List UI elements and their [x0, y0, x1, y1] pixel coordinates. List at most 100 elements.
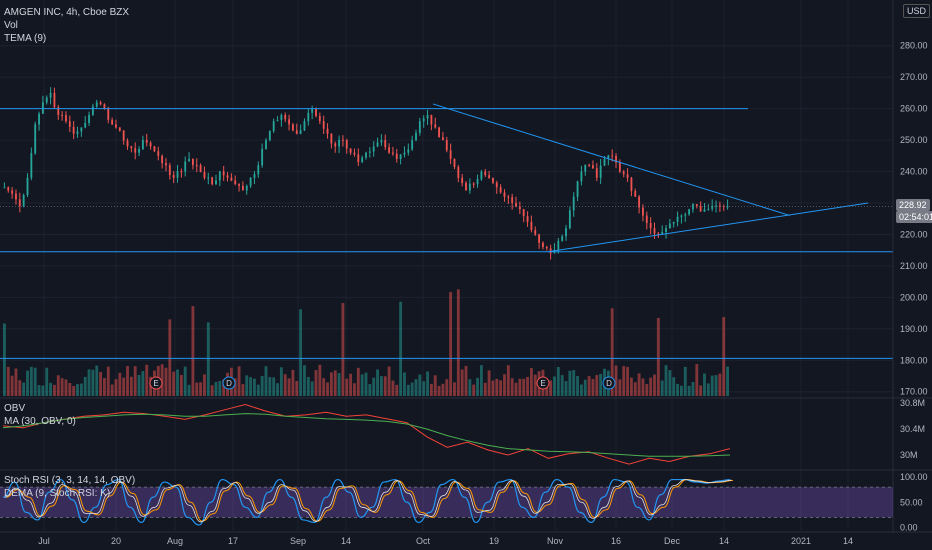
volume-bar — [526, 376, 529, 396]
candle-body — [311, 108, 314, 113]
candle-body — [699, 206, 702, 212]
volume-bar — [464, 365, 468, 396]
candle-body — [495, 182, 498, 188]
volume-bar — [287, 378, 291, 396]
candle-body — [253, 174, 256, 178]
candle-body — [422, 118, 425, 122]
volume-bar — [3, 323, 6, 396]
candle-body — [141, 140, 144, 150]
volume-bar — [641, 378, 645, 396]
candle-body — [218, 171, 221, 181]
volume-bar — [191, 306, 195, 396]
volume-bar — [468, 379, 472, 396]
volume-bar — [168, 319, 172, 396]
candle-body — [388, 147, 391, 153]
candle-body — [30, 153, 33, 178]
candle-body — [453, 158, 456, 167]
candle-body — [468, 183, 471, 191]
trend-line — [432, 103, 791, 217]
volume-bar — [37, 385, 41, 396]
volume-bar — [560, 375, 564, 396]
candle-body — [592, 165, 594, 169]
volume-bar — [314, 370, 318, 396]
candle-body — [241, 185, 244, 191]
volume-bar — [403, 372, 406, 396]
volume-bar — [276, 383, 279, 396]
candle-body — [657, 233, 660, 235]
volume-bar — [329, 372, 333, 396]
volume-bar — [726, 366, 729, 396]
volume-bar — [79, 383, 83, 396]
candle-body — [392, 152, 394, 154]
volume-bar — [460, 369, 464, 396]
candle-body — [249, 177, 252, 186]
volume-bar — [456, 289, 460, 396]
volume-bar — [53, 384, 56, 396]
volume-bar — [553, 376, 556, 396]
volume-bar — [506, 365, 510, 396]
volume-bar — [18, 380, 22, 396]
candle-body — [703, 209, 706, 212]
candle-body — [72, 126, 75, 134]
volume-bar — [68, 382, 72, 396]
candle-body — [626, 174, 629, 178]
candle-body — [215, 180, 217, 185]
candle-body — [326, 128, 329, 134]
volume-bar — [283, 374, 287, 396]
volume-bar — [60, 378, 64, 396]
volume-bar — [376, 369, 379, 396]
candle-body — [676, 216, 679, 222]
volume-bar — [379, 376, 383, 396]
x-tick-label: Sep — [290, 536, 306, 546]
candle-body — [145, 140, 148, 143]
volume-bar — [383, 376, 387, 396]
volume-bar — [179, 374, 183, 396]
volume-bar — [610, 308, 614, 396]
candle-body — [99, 102, 102, 105]
volume-bar — [49, 382, 53, 396]
volume-bar — [360, 374, 364, 396]
candle-body — [168, 165, 171, 176]
candle-body — [361, 157, 364, 163]
candle-body — [645, 215, 648, 223]
volume-bar — [676, 383, 679, 396]
candle-body — [526, 216, 529, 222]
volume-bar — [206, 322, 210, 396]
y-tick-label: 280.00 — [900, 41, 928, 51]
candle-body — [115, 124, 117, 128]
candle-body — [611, 155, 614, 157]
volume-bar — [10, 375, 14, 396]
volume-bar — [341, 302, 345, 396]
volume-bar — [637, 373, 641, 396]
volume-bar — [349, 373, 353, 396]
candle-body — [530, 221, 533, 231]
candle-body — [695, 204, 698, 207]
obv-ma-label: MA (30, OBV, 0) — [4, 416, 76, 427]
volume-bar — [395, 384, 399, 396]
candle-body — [476, 179, 479, 185]
event-marker — [149, 376, 163, 390]
volume-bar — [114, 379, 118, 396]
volume-bar — [6, 366, 10, 396]
candle-body — [15, 193, 17, 200]
volume-bar — [510, 378, 514, 396]
x-tick-label: Dec — [664, 536, 681, 546]
candle-body — [457, 166, 460, 178]
candle-body — [684, 214, 687, 216]
candle-body — [484, 171, 487, 176]
volume-bar — [14, 368, 18, 396]
currency-button[interactable]: USD — [903, 4, 931, 18]
candle-body — [349, 148, 352, 153]
volume-bar — [318, 364, 322, 396]
volume-bar — [210, 385, 214, 396]
volume-bar — [614, 365, 618, 396]
volume-bar — [264, 366, 268, 396]
volume-bar — [487, 370, 491, 396]
volume-bar — [72, 385, 76, 396]
candle-body — [565, 228, 567, 237]
volume-bar — [22, 382, 26, 396]
candle-body — [680, 215, 683, 217]
volume-bar — [576, 376, 579, 396]
volume-bar — [533, 374, 537, 396]
